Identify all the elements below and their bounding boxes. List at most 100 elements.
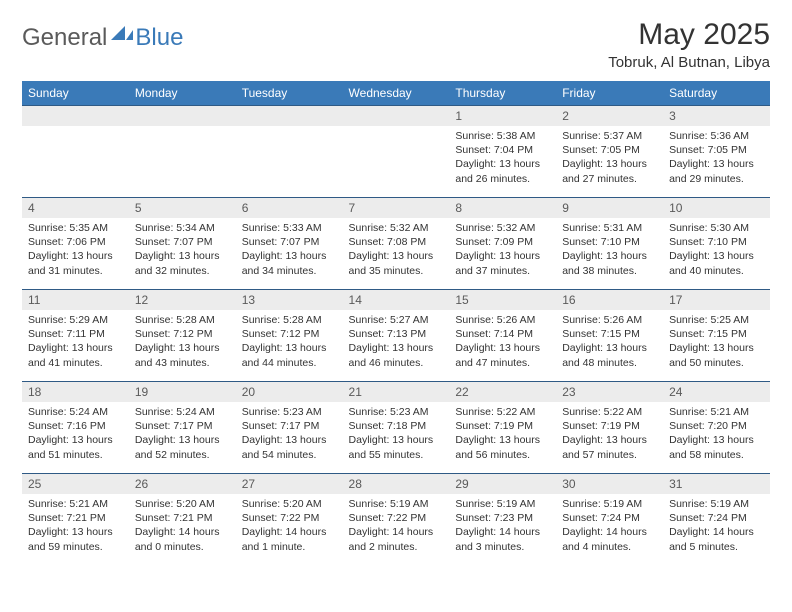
day-number: 13 (236, 290, 343, 310)
sunrise-text: Sunrise: 5:36 AM (669, 129, 764, 143)
calendar-day-cell: 30Sunrise: 5:19 AMSunset: 7:24 PMDayligh… (556, 474, 663, 566)
daylight-text: Daylight: 13 hours and 48 minutes. (562, 341, 657, 369)
calendar-week-row: 25Sunrise: 5:21 AMSunset: 7:21 PMDayligh… (22, 474, 770, 566)
calendar-day-cell: 14Sunrise: 5:27 AMSunset: 7:13 PMDayligh… (343, 290, 450, 382)
logo-sail-icon (111, 26, 133, 40)
daylight-text: Daylight: 13 hours and 59 minutes. (28, 525, 123, 553)
calendar-day-cell: 27Sunrise: 5:20 AMSunset: 7:22 PMDayligh… (236, 474, 343, 566)
sunset-text: Sunset: 7:17 PM (135, 419, 230, 433)
day-details: Sunrise: 5:23 AMSunset: 7:18 PMDaylight:… (343, 402, 450, 468)
sunrise-text: Sunrise: 5:38 AM (455, 129, 550, 143)
daylight-text: Daylight: 13 hours and 46 minutes. (349, 341, 444, 369)
day-number: 10 (663, 198, 770, 218)
daylight-text: Daylight: 13 hours and 56 minutes. (455, 433, 550, 461)
calendar-day-cell: 3Sunrise: 5:36 AMSunset: 7:05 PMDaylight… (663, 106, 770, 198)
daylight-text: Daylight: 13 hours and 32 minutes. (135, 249, 230, 277)
calendar-day-cell: 10Sunrise: 5:30 AMSunset: 7:10 PMDayligh… (663, 198, 770, 290)
sunset-text: Sunset: 7:22 PM (242, 511, 337, 525)
daylight-text: Daylight: 13 hours and 37 minutes. (455, 249, 550, 277)
sunset-text: Sunset: 7:17 PM (242, 419, 337, 433)
day-details: Sunrise: 5:24 AMSunset: 7:17 PMDaylight:… (129, 402, 236, 468)
daylight-text: Daylight: 13 hours and 50 minutes. (669, 341, 764, 369)
daylight-text: Daylight: 14 hours and 0 minutes. (135, 525, 230, 553)
sunset-text: Sunset: 7:22 PM (349, 511, 444, 525)
day-number: 12 (129, 290, 236, 310)
sunrise-text: Sunrise: 5:24 AM (135, 405, 230, 419)
calendar-week-row: 11Sunrise: 5:29 AMSunset: 7:11 PMDayligh… (22, 290, 770, 382)
sunrise-text: Sunrise: 5:19 AM (562, 497, 657, 511)
sunset-text: Sunset: 7:19 PM (455, 419, 550, 433)
sunset-text: Sunset: 7:21 PM (135, 511, 230, 525)
calendar-day-cell: 15Sunrise: 5:26 AMSunset: 7:14 PMDayligh… (449, 290, 556, 382)
sunset-text: Sunset: 7:07 PM (135, 235, 230, 249)
sunrise-text: Sunrise: 5:19 AM (669, 497, 764, 511)
calendar-day-cell: 31Sunrise: 5:19 AMSunset: 7:24 PMDayligh… (663, 474, 770, 566)
sunset-text: Sunset: 7:13 PM (349, 327, 444, 341)
sunrise-text: Sunrise: 5:25 AM (669, 313, 764, 327)
sunset-text: Sunset: 7:15 PM (562, 327, 657, 341)
sunset-text: Sunset: 7:06 PM (28, 235, 123, 249)
day-details: Sunrise: 5:20 AMSunset: 7:22 PMDaylight:… (236, 494, 343, 560)
daylight-text: Daylight: 13 hours and 29 minutes. (669, 157, 764, 185)
calendar-week-row: 4Sunrise: 5:35 AMSunset: 7:06 PMDaylight… (22, 198, 770, 290)
calendar-day-cell: 28Sunrise: 5:19 AMSunset: 7:22 PMDayligh… (343, 474, 450, 566)
sunrise-text: Sunrise: 5:21 AM (28, 497, 123, 511)
calendar-day-cell: 11Sunrise: 5:29 AMSunset: 7:11 PMDayligh… (22, 290, 129, 382)
calendar-day-cell: 1Sunrise: 5:38 AMSunset: 7:04 PMDaylight… (449, 106, 556, 198)
daylight-text: Daylight: 13 hours and 55 minutes. (349, 433, 444, 461)
day-details: Sunrise: 5:21 AMSunset: 7:20 PMDaylight:… (663, 402, 770, 468)
day-details: Sunrise: 5:32 AMSunset: 7:08 PMDaylight:… (343, 218, 450, 284)
calendar-day-cell: 6Sunrise: 5:33 AMSunset: 7:07 PMDaylight… (236, 198, 343, 290)
daylight-text: Daylight: 13 hours and 34 minutes. (242, 249, 337, 277)
sunrise-text: Sunrise: 5:34 AM (135, 221, 230, 235)
day-number: 9 (556, 198, 663, 218)
sunrise-text: Sunrise: 5:19 AM (455, 497, 550, 511)
day-details: Sunrise: 5:24 AMSunset: 7:16 PMDaylight:… (22, 402, 129, 468)
calendar-day-cell: 2Sunrise: 5:37 AMSunset: 7:05 PMDaylight… (556, 106, 663, 198)
day-number (236, 106, 343, 126)
logo: General Blue (22, 24, 183, 52)
sunrise-text: Sunrise: 5:23 AM (349, 405, 444, 419)
day-details: Sunrise: 5:22 AMSunset: 7:19 PMDaylight:… (556, 402, 663, 468)
day-number: 18 (22, 382, 129, 402)
day-number: 21 (343, 382, 450, 402)
sunset-text: Sunset: 7:10 PM (669, 235, 764, 249)
header: General Blue May 2025 Tobruk, Al Butnan,… (22, 18, 770, 71)
weekday-header: Wednesday (343, 81, 450, 106)
daylight-text: Daylight: 13 hours and 27 minutes. (562, 157, 657, 185)
calendar-day-cell: 19Sunrise: 5:24 AMSunset: 7:17 PMDayligh… (129, 382, 236, 474)
day-details: Sunrise: 5:33 AMSunset: 7:07 PMDaylight:… (236, 218, 343, 284)
daylight-text: Daylight: 13 hours and 31 minutes. (28, 249, 123, 277)
day-details: Sunrise: 5:28 AMSunset: 7:12 PMDaylight:… (236, 310, 343, 376)
daylight-text: Daylight: 13 hours and 47 minutes. (455, 341, 550, 369)
sunset-text: Sunset: 7:15 PM (669, 327, 764, 341)
daylight-text: Daylight: 13 hours and 41 minutes. (28, 341, 123, 369)
calendar-day-cell: 4Sunrise: 5:35 AMSunset: 7:06 PMDaylight… (22, 198, 129, 290)
sunset-text: Sunset: 7:12 PM (242, 327, 337, 341)
daylight-text: Daylight: 13 hours and 43 minutes. (135, 341, 230, 369)
day-details: Sunrise: 5:27 AMSunset: 7:13 PMDaylight:… (343, 310, 450, 376)
sunrise-text: Sunrise: 5:37 AM (562, 129, 657, 143)
calendar-day-cell: 12Sunrise: 5:28 AMSunset: 7:12 PMDayligh… (129, 290, 236, 382)
daylight-text: Daylight: 13 hours and 44 minutes. (242, 341, 337, 369)
calendar-day-cell (236, 106, 343, 198)
day-details: Sunrise: 5:30 AMSunset: 7:10 PMDaylight:… (663, 218, 770, 284)
day-details: Sunrise: 5:22 AMSunset: 7:19 PMDaylight:… (449, 402, 556, 468)
day-number: 27 (236, 474, 343, 494)
day-number: 23 (556, 382, 663, 402)
weekday-header: Sunday (22, 81, 129, 106)
calendar-day-cell (129, 106, 236, 198)
calendar-day-cell: 8Sunrise: 5:32 AMSunset: 7:09 PMDaylight… (449, 198, 556, 290)
calendar-day-cell: 24Sunrise: 5:21 AMSunset: 7:20 PMDayligh… (663, 382, 770, 474)
calendar-day-cell: 29Sunrise: 5:19 AMSunset: 7:23 PMDayligh… (449, 474, 556, 566)
calendar-day-cell: 5 Sunrise: 5:34 AMSunset: 7:07 PMDaylight… (129, 198, 236, 290)
sunrise-text: Sunrise: 5:31 AM (562, 221, 657, 235)
day-details: Sunrise: 5:19 AMSunset: 7:23 PMDaylight:… (449, 494, 556, 560)
day-number: 5 (129, 198, 236, 218)
logo-text-general: General (22, 24, 107, 52)
calendar-day-cell: 21Sunrise: 5:23 AMSunset: 7:18 PMDayligh… (343, 382, 450, 474)
calendar-week-row: 18Sunrise: 5:24 AMSunset: 7:16 PMDayligh… (22, 382, 770, 474)
day-details: Sunrise: 5:29 AMSunset: 7:11 PMDaylight:… (22, 310, 129, 376)
day-details: Sunrise: 5:38 AMSunset: 7:04 PMDaylight:… (449, 126, 556, 192)
day-number: 14 (343, 290, 450, 310)
